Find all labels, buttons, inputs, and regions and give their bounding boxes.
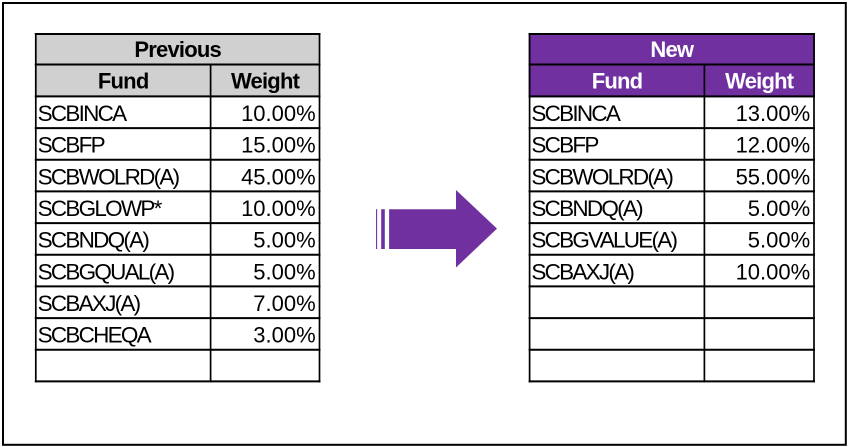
svg-text:SCBWOLRD(A): SCBWOLRD(A) (38, 164, 180, 189)
svg-text:Weight: Weight (725, 69, 795, 94)
svg-text:SCBINCA: SCBINCA (38, 101, 128, 126)
svg-text:SCBAXJ(A): SCBAXJ(A) (38, 291, 141, 316)
svg-text:SCBGQUAL(A): SCBGQUAL(A) (38, 259, 175, 284)
svg-text:3.00%: 3.00% (253, 323, 315, 348)
svg-text:New: New (650, 37, 695, 62)
svg-text:SCBFP: SCBFP (38, 133, 105, 158)
svg-text:5.00%: 5.00% (748, 228, 810, 253)
svg-text:Fund: Fund (592, 69, 643, 94)
svg-text:5.00%: 5.00% (748, 196, 810, 221)
svg-text:SCBNDQ(A): SCBNDQ(A) (38, 228, 150, 253)
svg-text:SCBAXJ(A): SCBAXJ(A) (531, 259, 634, 284)
svg-text:55.00%: 55.00% (736, 164, 811, 189)
svg-text:7.00%: 7.00% (253, 291, 315, 316)
svg-text:SCBCHEQA: SCBCHEQA (38, 323, 152, 348)
svg-text:13.00%: 13.00% (736, 101, 811, 126)
svg-text:10.00%: 10.00% (241, 101, 316, 126)
svg-text:Fund: Fund (98, 69, 149, 94)
svg-text:15.00%: 15.00% (241, 133, 316, 158)
svg-text:SCBNDQ(A): SCBNDQ(A) (531, 196, 643, 221)
svg-text:45.00%: 45.00% (241, 164, 316, 189)
svg-text:10.00%: 10.00% (736, 259, 811, 284)
svg-text:5.00%: 5.00% (253, 228, 315, 253)
svg-text:Weight: Weight (231, 69, 301, 94)
svg-text:5.00%: 5.00% (253, 259, 315, 284)
svg-text:12.00%: 12.00% (736, 133, 811, 158)
svg-text:SCBFP: SCBFP (531, 133, 598, 158)
svg-text:SCBWOLRD(A): SCBWOLRD(A) (531, 164, 673, 189)
svg-text:SCBGLOWP*: SCBGLOWP* (38, 196, 163, 221)
svg-text:SCBGVALUE(A): SCBGVALUE(A) (531, 228, 677, 253)
svg-text:SCBINCA: SCBINCA (531, 101, 621, 126)
svg-text:10.00%: 10.00% (241, 196, 316, 221)
svg-text:Previous: Previous (134, 37, 221, 62)
